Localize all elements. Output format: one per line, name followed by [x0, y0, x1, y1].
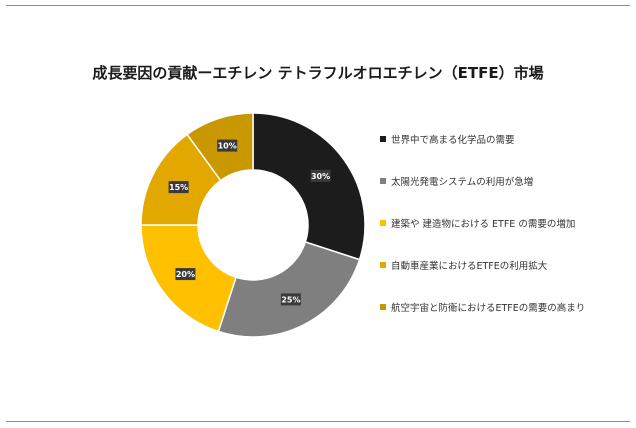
legend-item: 自動車産業におけるETFEの利用拡大	[380, 258, 547, 272]
data-label: 25%	[280, 293, 301, 306]
data-label-text: 25%	[281, 295, 300, 304]
legend-label: 太陽光発電システムの利用が急増	[391, 177, 534, 188]
donut-slice	[252, 112, 366, 261]
legend-label: 世界中で高まる化学品の需要	[391, 135, 515, 146]
data-label-text: 20%	[176, 270, 195, 279]
data-label: 10%	[217, 139, 238, 152]
chart-title: 成長要因の貢献ーエチレン テトラフルオロエチレン（ETFE）市場	[92, 64, 544, 82]
data-label-text: 30%	[311, 172, 330, 181]
legend-swatch	[380, 262, 386, 268]
legend-swatch	[380, 304, 386, 310]
data-label: 15%	[168, 181, 189, 194]
legend-label: 建築や 建造物における ETFE の需要の増加	[391, 219, 576, 230]
legend-swatch	[380, 220, 386, 226]
data-label-box	[310, 169, 331, 182]
legend-item: 世界中で高まる化学品の需要	[380, 132, 515, 146]
legend-swatch	[380, 178, 386, 184]
legend-item: 建築や 建造物における ETFE の需要の増加	[380, 216, 575, 230]
bottom-rule	[6, 421, 630, 422]
data-label-box	[280, 293, 301, 306]
data-label-box	[168, 181, 189, 194]
data-label: 30%	[310, 169, 331, 182]
top-rule	[6, 5, 630, 6]
legend-swatch	[380, 136, 386, 142]
donut-slice	[217, 241, 361, 338]
legend-label: 航空宇宙と防衛におけるETFEの需要の高まり	[391, 303, 586, 314]
data-label-box	[217, 139, 238, 152]
data-label-text: 15%	[169, 183, 188, 192]
data-label: 20%	[175, 268, 196, 281]
data-label-text: 10%	[218, 142, 237, 151]
legend-item: 航空宇宙と防衛におけるETFEの需要の高まり	[380, 300, 585, 314]
legend-item: 太陽光発電システムの利用が急増	[380, 174, 533, 188]
legend-label: 自動車産業におけるETFEの利用拡大	[391, 261, 548, 272]
data-label-box	[175, 268, 196, 281]
